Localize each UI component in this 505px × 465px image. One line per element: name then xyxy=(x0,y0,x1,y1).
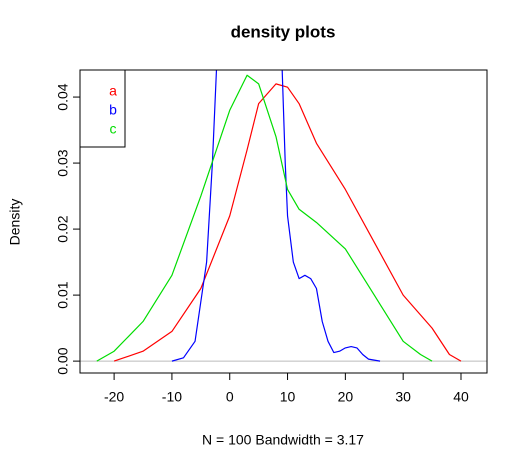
y-tick-label: 0.01 xyxy=(55,281,71,308)
plot-area xyxy=(80,70,487,362)
density-line xyxy=(96,74,433,362)
chart-title: density plots xyxy=(231,22,336,41)
x-tick-label: -20 xyxy=(104,389,124,405)
x-tick-label: 10 xyxy=(280,389,296,405)
x-tick-label: 0 xyxy=(226,389,234,405)
plot-frame xyxy=(79,69,488,374)
x-tick-label: 30 xyxy=(395,389,411,405)
x-tick-label: -10 xyxy=(162,389,182,405)
y-tick-label: 0.04 xyxy=(55,83,71,110)
y-tick-label: 0.03 xyxy=(55,149,71,176)
y-tick-label: 0.02 xyxy=(55,215,71,242)
y-tick-label: 0.00 xyxy=(55,347,71,374)
density-line xyxy=(113,83,462,362)
legend-label: c xyxy=(110,121,117,137)
legend-label: a xyxy=(109,83,117,99)
legend-box xyxy=(79,69,126,148)
density-line xyxy=(171,70,381,362)
x-tick-label: 40 xyxy=(453,389,469,405)
x-tick-label: 20 xyxy=(338,389,354,405)
x-axis-label: N = 100 Bandwidth = 3.17 xyxy=(202,432,364,448)
legend-label: b xyxy=(109,102,117,118)
y-axis-label: Density xyxy=(7,199,23,246)
